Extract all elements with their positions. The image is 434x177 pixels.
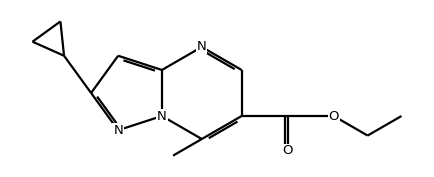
Text: N: N — [113, 124, 123, 137]
Text: N: N — [157, 110, 167, 122]
Text: O: O — [329, 110, 339, 122]
Text: N: N — [197, 41, 207, 53]
Text: O: O — [283, 144, 293, 158]
